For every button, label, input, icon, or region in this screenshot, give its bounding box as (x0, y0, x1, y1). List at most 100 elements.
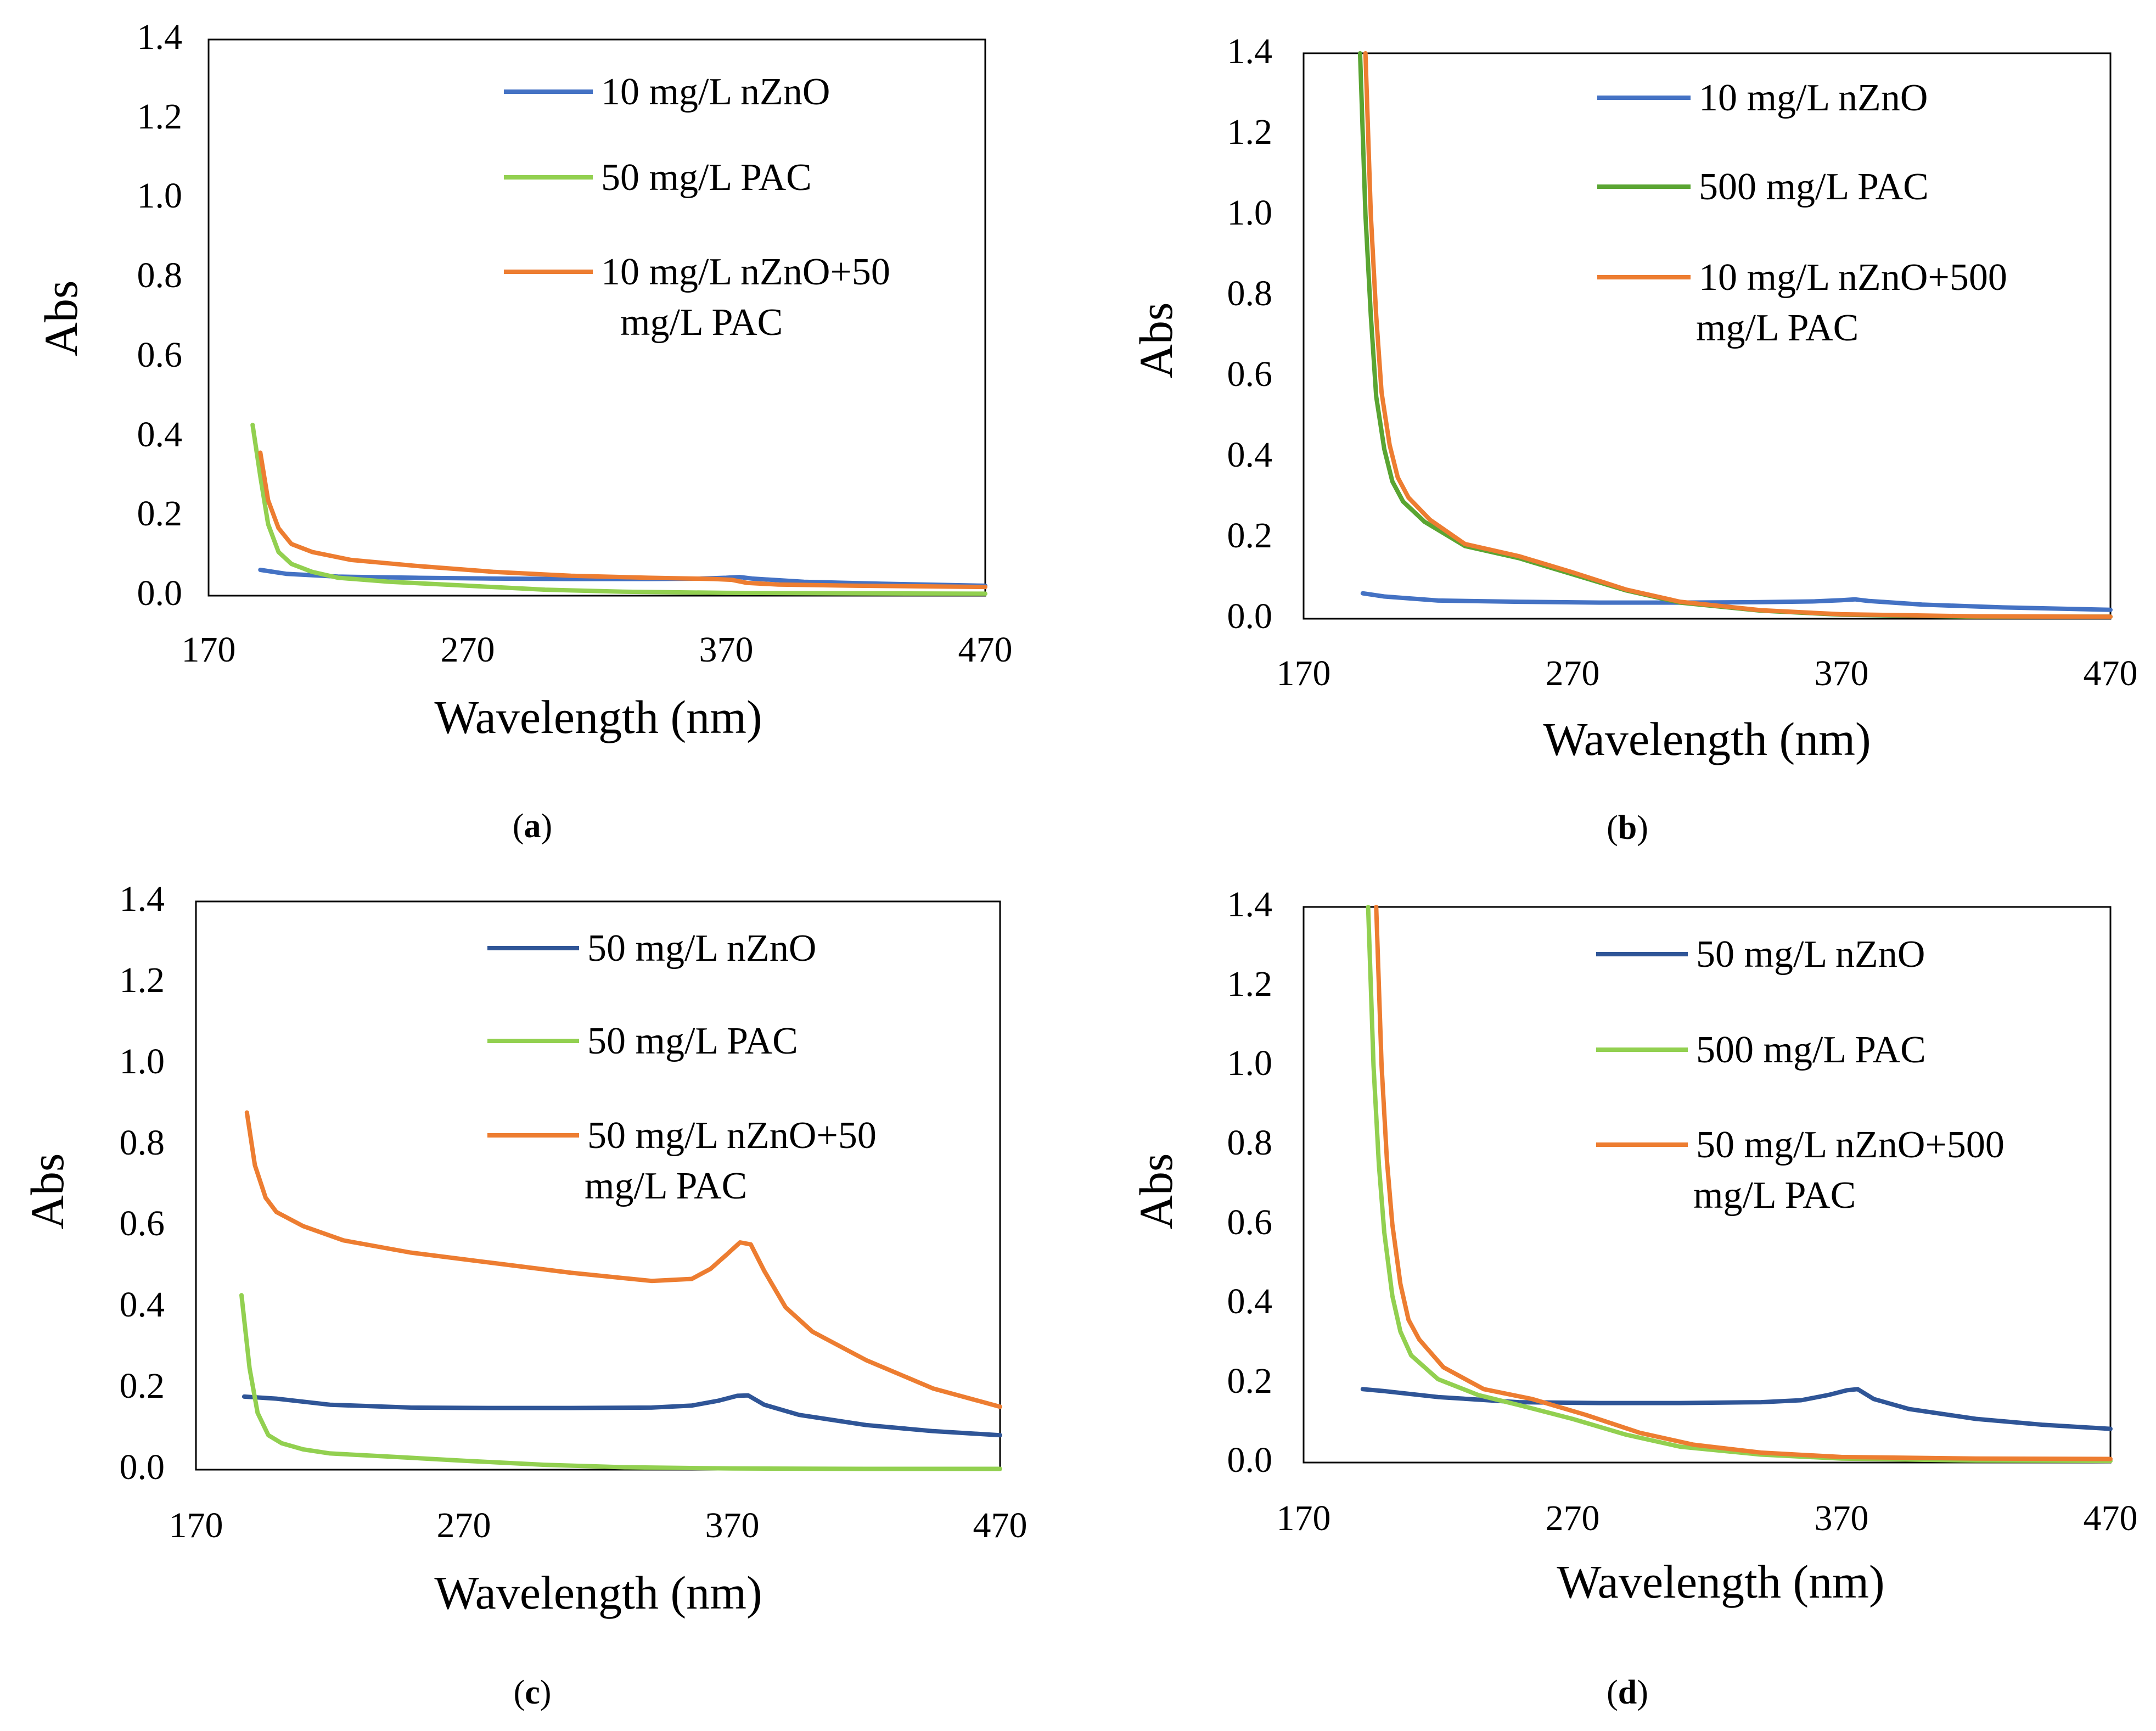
panel-a: 0.0 0.2 0.4 0.6 0.8 1.0 1.2 1.4 170 270 … (35, 17, 1013, 845)
y-axis-label: Abs (21, 1153, 74, 1230)
series-layer (250, 422, 987, 596)
y-tick-labels: 0.0 0.2 0.4 0.6 0.8 1.0 1.2 1.4 (1227, 31, 1273, 636)
y-tick-label: 0.4 (1227, 1281, 1273, 1321)
plot-frame (1302, 906, 2112, 1464)
y-axis-label: Abs (1130, 302, 1182, 379)
legend-label: 50 mg/L PAC (587, 1020, 798, 1062)
x-tick-label: 370 (1815, 653, 1869, 693)
y-tick-label: 1.0 (137, 176, 183, 216)
x-axis-label: Wavelength (nm) (434, 1566, 762, 1619)
y-tick-label: 0.0 (1227, 1440, 1273, 1480)
series-line-1 (1360, 1387, 2113, 1431)
legend-label: 500 mg/L PAC (1696, 1029, 1926, 1071)
x-tick-label: 370 (705, 1505, 760, 1545)
y-tick-label: 0.4 (120, 1285, 165, 1325)
plot-frame (1302, 52, 2112, 620)
series-line-2 (250, 422, 987, 596)
series-layer (1357, 51, 2113, 619)
plot-frame (207, 38, 986, 597)
y-tick-label: 0.8 (120, 1123, 165, 1163)
x-tick-labels: 170 270 370 470 (169, 1505, 1028, 1545)
x-tick-label: 270 (437, 1505, 491, 1545)
y-tick-label: 0.6 (1227, 1202, 1273, 1242)
y-tick-label: 0.2 (1227, 516, 1273, 556)
y-tick-label: 1.2 (120, 960, 165, 1000)
series-line-2 (239, 1293, 1002, 1471)
plot-frame (195, 900, 1001, 1471)
y-tick-label: 0.6 (120, 1203, 165, 1243)
x-tick-label: 170 (169, 1505, 223, 1545)
legend: 50 mg/L nZnO 500 mg/L PAC 50 mg/L nZnO+5… (1596, 933, 2005, 1217)
legend-label: 50 mg/L nZnO (1696, 933, 1925, 976)
x-tick-label: 170 (182, 630, 236, 670)
y-tick-label: 0.8 (1227, 1123, 1273, 1163)
y-tick-label: 1.0 (1227, 193, 1273, 233)
x-tick-label: 370 (699, 630, 754, 670)
y-axis-label: Abs (1130, 1153, 1182, 1230)
y-tick-label: 1.0 (120, 1041, 165, 1082)
y-tick-label: 0.0 (1227, 596, 1273, 636)
legend-label: 50 mg/L nZnO+50 (587, 1114, 877, 1157)
series-line-3 (258, 450, 987, 590)
x-tick-labels: 170 270 370 470 (1277, 1498, 2138, 1538)
panel-d: 0.0 0.2 0.4 0.6 0.8 1.0 1.2 1.4 170 270 … (1130, 884, 2138, 1711)
x-tick-label: 470 (2084, 653, 2138, 693)
y-tick-label: 1.2 (1227, 112, 1273, 152)
legend-label: 10 mg/L nZnO (601, 71, 830, 113)
y-tick-labels: 0.0 0.2 0.4 0.6 0.8 1.0 1.2 1.4 (1227, 884, 1273, 1480)
y-tick-label: 1.2 (137, 97, 183, 137)
y-tick-label: 0.4 (1227, 435, 1273, 475)
y-tick-label: 0.2 (137, 494, 183, 534)
x-tick-label: 370 (1815, 1498, 1869, 1538)
legend: 10 mg/L nZnO 500 mg/L PAC 10 mg/L nZnO+5… (1597, 77, 2007, 349)
y-tick-label: 0.6 (137, 335, 183, 375)
x-tick-label: 470 (2084, 1498, 2138, 1538)
series-line-1 (242, 1393, 1002, 1438)
series-line-1 (1360, 591, 2113, 612)
series-line-3 (1363, 51, 2113, 619)
y-tick-label: 1.4 (120, 879, 165, 919)
series-layer (239, 1110, 1002, 1471)
y-tick-labels: 0.0 0.2 0.4 0.6 0.8 1.0 1.2 1.4 (137, 17, 183, 613)
y-tick-label: 0.0 (137, 573, 183, 613)
x-tick-label: 270 (1546, 1498, 1600, 1538)
series-line-3 (244, 1110, 1002, 1409)
legend-label-continued: mg/L PAC (1693, 1174, 1856, 1217)
x-tick-label: 470 (958, 630, 1013, 670)
legend-label: 500 mg/L PAC (1699, 166, 1929, 208)
legend: 10 mg/L nZnO 50 mg/L PAC 10 mg/L nZnO+50… (504, 71, 890, 344)
panel-c: 0.0 0.2 0.4 0.6 0.8 1.0 1.2 1.4 170 270 … (21, 879, 1028, 1711)
legend-label: 10 mg/L nZnO+50 (601, 251, 890, 293)
x-axis-label: Wavelength (nm) (1543, 713, 1871, 765)
x-tick-label: 470 (973, 1505, 1028, 1545)
panel-b: 0.0 0.2 0.4 0.6 0.8 1.0 1.2 1.4 170 270 … (1130, 31, 2138, 847)
series-layer (1360, 905, 2113, 1464)
y-tick-label: 0.0 (120, 1447, 165, 1487)
y-tick-label: 0.8 (137, 255, 183, 295)
x-tick-labels: 170 270 370 470 (182, 630, 1013, 670)
x-axis-label: Wavelength (nm) (1557, 1555, 1884, 1608)
legend-label: 50 mg/L nZnO+500 (1696, 1124, 2005, 1166)
y-tick-label: 1.4 (137, 17, 183, 57)
y-tick-label: 0.6 (1227, 354, 1273, 394)
x-tick-labels: 170 270 370 470 (1277, 653, 2138, 693)
panel-caption: (a) (513, 808, 552, 845)
legend-label-continued: mg/L PAC (1696, 307, 1859, 349)
x-tick-label: 170 (1277, 1498, 1331, 1538)
y-tick-label: 0.2 (1227, 1361, 1273, 1401)
legend: 50 mg/L nZnO 50 mg/L PAC 50 mg/L nZnO+50… (487, 927, 877, 1207)
legend-label-continued: mg/L PAC (585, 1165, 747, 1207)
legend-label: 10 mg/L nZnO (1699, 77, 1928, 119)
panel-caption: (d) (1607, 1674, 1648, 1711)
y-tick-label: 0.2 (120, 1366, 165, 1406)
y-tick-label: 0.4 (137, 414, 183, 455)
y-tick-label: 1.4 (1227, 31, 1273, 71)
y-tick-label: 0.8 (1227, 273, 1273, 313)
y-tick-labels: 0.0 0.2 0.4 0.6 0.8 1.0 1.2 1.4 (120, 879, 165, 1487)
x-tick-label: 170 (1277, 653, 1331, 693)
legend-label-continued: mg/L PAC (620, 301, 783, 344)
legend-label: 50 mg/L PAC (601, 156, 812, 199)
x-tick-label: 270 (441, 630, 495, 670)
y-tick-label: 1.2 (1227, 964, 1273, 1004)
y-tick-label: 1.4 (1227, 884, 1273, 925)
